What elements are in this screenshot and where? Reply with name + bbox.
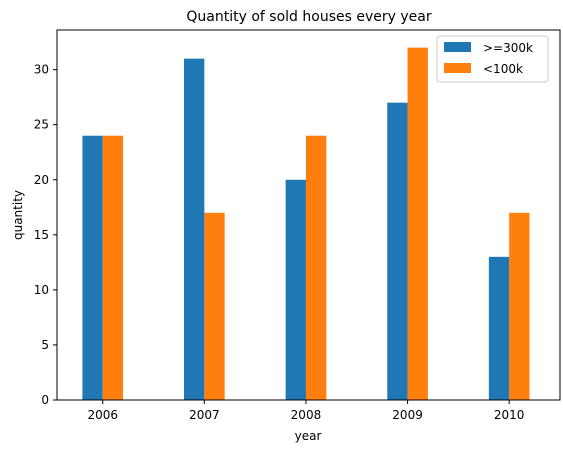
bar-2008-series-1 xyxy=(305,135,327,400)
y-tick-label: 10 xyxy=(34,283,49,297)
bar-2007-series-1 xyxy=(204,212,225,400)
legend-label-series-1: <100k xyxy=(483,62,523,76)
bar-2008-series-0 xyxy=(285,179,306,400)
bar-2010-series-1 xyxy=(509,212,530,400)
bar-2006-series-0 xyxy=(82,135,103,400)
y-tick-label: 30 xyxy=(34,63,49,77)
y-tick-label: 15 xyxy=(34,228,49,242)
x-tick-label: 2008 xyxy=(291,408,322,422)
x-tick-label: 2009 xyxy=(392,408,423,422)
x-tick-label: 2007 xyxy=(189,408,220,422)
y-axis-label: quantity xyxy=(11,190,25,240)
y-tick-label: 0 xyxy=(41,393,49,407)
y-tick-label: 5 xyxy=(41,338,49,352)
bar-2010-series-0 xyxy=(488,256,510,400)
y-tick-label: 25 xyxy=(34,118,49,132)
legend-swatch-series-0 xyxy=(444,42,471,52)
bar-2009-series-1 xyxy=(407,47,428,400)
x-tick-label: 2006 xyxy=(87,408,118,422)
bar-2007-series-0 xyxy=(184,58,205,400)
bar-2006-series-1 xyxy=(102,135,124,400)
plot-area: 0 5 10 15 20 25 30 2006 2007 2008 2009 2010 xyxy=(34,47,530,422)
x-axis-label: year xyxy=(295,429,322,443)
y-tick-label: 20 xyxy=(34,173,49,187)
legend-label-series-0: >=300k xyxy=(483,41,533,55)
legend-swatch-series-1 xyxy=(444,63,471,73)
x-tick-label: 2010 xyxy=(494,408,525,422)
bar-2009-series-0 xyxy=(387,102,408,400)
legend: >=300k <100k xyxy=(436,35,549,83)
axes-frame xyxy=(56,29,561,401)
chart-title: Quantity of sold houses every year xyxy=(186,9,431,25)
